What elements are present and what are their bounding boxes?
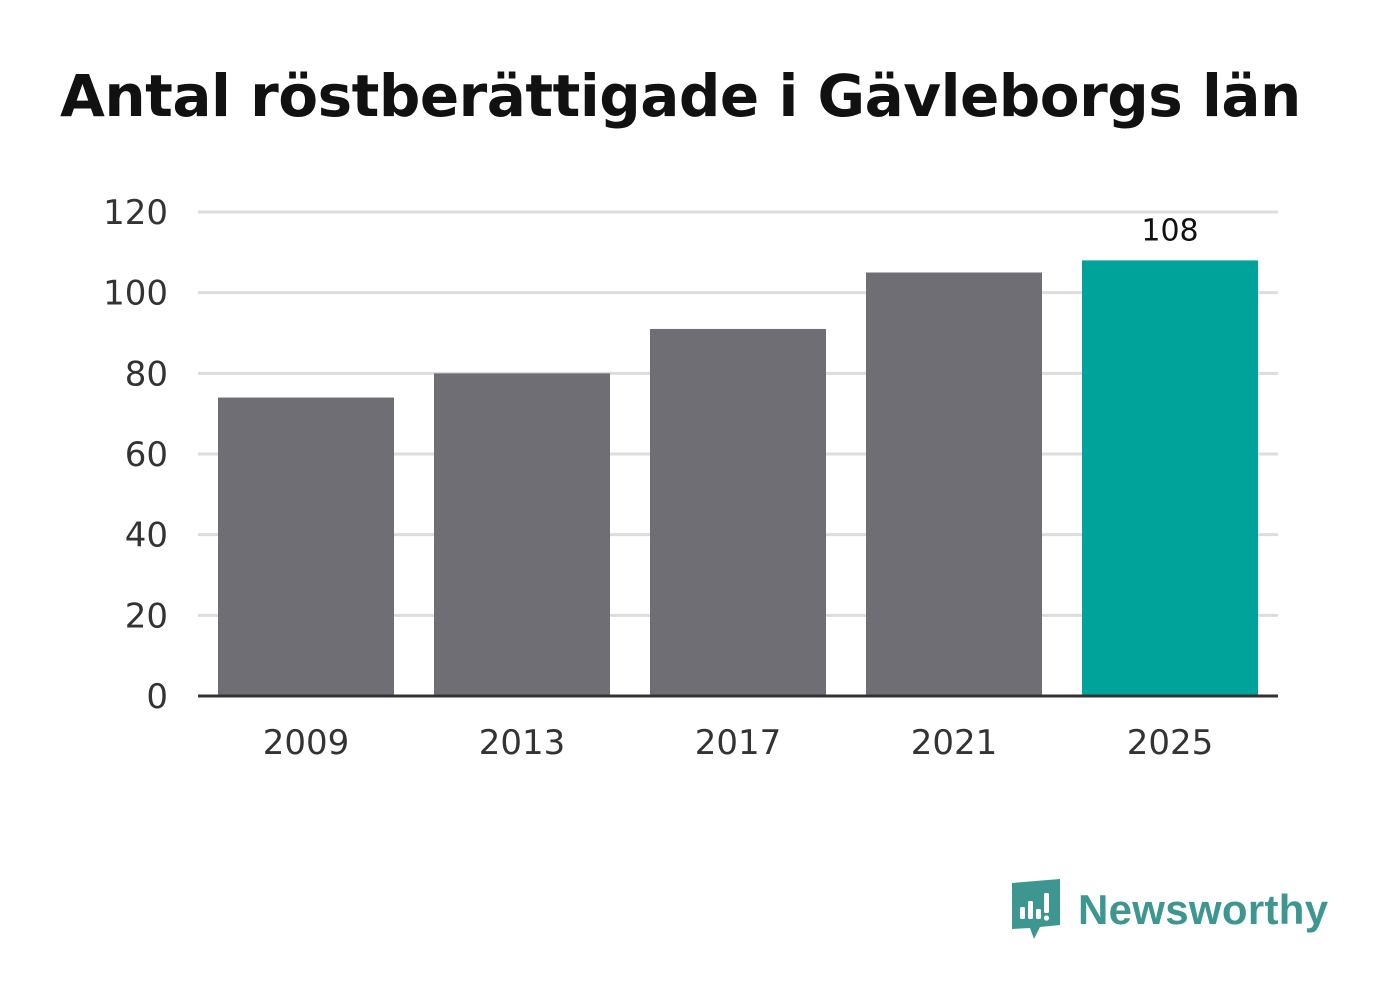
y-tick-label: 120 [103,193,168,233]
y-tick-label: 20 [125,596,168,636]
bar-2021 [866,272,1042,696]
bar-2009 [218,397,394,696]
chart-title: Antal röstberättigade i Gävleborgs län [60,62,1301,130]
x-axis-ticks: 2009 2013 2017 2021 2025 [263,723,1214,763]
newsworthy-logo-icon [1012,879,1060,939]
bar-2025 [1082,260,1258,696]
bar-2013 [434,373,610,696]
y-tick-label: 40 [125,516,168,556]
brand-logo: Newsworthy [1010,878,1328,942]
bars [218,260,1258,696]
x-tick-label: 2021 [911,723,998,763]
y-tick-label: 0 [146,677,168,717]
x-tick-label: 2009 [263,723,350,763]
x-tick-label: 2013 [479,723,566,763]
data-label: 108 [1141,213,1198,248]
y-tick-label: 100 [103,274,168,314]
y-tick-label: 80 [125,354,168,394]
brand-name: Newsworthy [1078,886,1329,933]
data-labels: 108 [1141,213,1198,248]
x-tick-label: 2017 [695,723,782,763]
y-axis-ticks: 0 20 40 60 80 100 120 [103,193,168,717]
bar-2017 [650,328,826,696]
y-tick-label: 60 [125,435,168,475]
x-tick-label: 2025 [1127,723,1214,763]
